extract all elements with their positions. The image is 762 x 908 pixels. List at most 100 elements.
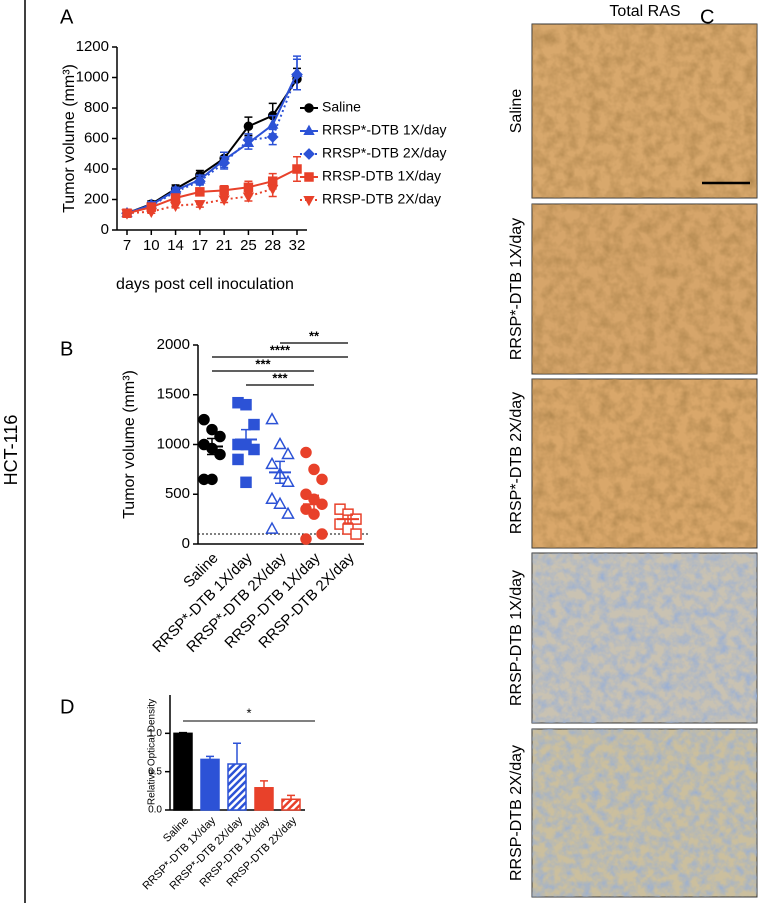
x-tick-label: 14	[167, 237, 184, 254]
data-point	[281, 506, 295, 519]
y-tick-label: 200	[84, 190, 109, 207]
significance-label: **	[309, 328, 320, 343]
y-tick-label: 0	[101, 221, 109, 238]
legend-marker	[303, 148, 315, 160]
y-tick-label: 0.5	[148, 766, 162, 777]
image-label: RRSP-DTB 1X/day	[508, 570, 525, 706]
error-bar	[287, 794, 295, 800]
data-point	[316, 473, 328, 486]
error-bar	[241, 428, 251, 451]
data-point	[206, 473, 218, 486]
error-bar	[233, 742, 241, 764]
data-point	[308, 463, 320, 476]
data-point	[198, 413, 210, 426]
y-tick-label: 800	[84, 99, 109, 116]
y-tick-label: 1000	[157, 435, 190, 452]
image-label: Saline	[508, 89, 525, 134]
x-tick-label: 32	[289, 237, 306, 254]
legend-label: RRSP*-DTB 1X/day	[322, 122, 446, 138]
data-point	[219, 185, 229, 196]
y-tick-label: 0.0	[148, 805, 162, 816]
y-tick-label: 400	[84, 160, 109, 177]
data-point	[265, 412, 279, 425]
legend-marker	[304, 103, 314, 113]
y-tick-label: 1200	[76, 38, 109, 55]
micrograph	[531, 552, 758, 724]
significance-label: *	[246, 705, 251, 720]
error-bar	[309, 494, 319, 514]
y-tick-label: 600	[84, 129, 109, 146]
panel-letter: A	[60, 6, 74, 28]
data-point	[300, 488, 312, 500]
data-point	[291, 68, 303, 81]
data-point	[194, 200, 206, 211]
legend-marker	[304, 172, 314, 182]
y-tick-label: 0	[182, 535, 190, 552]
error-bar	[207, 437, 217, 456]
error-bar	[275, 460, 285, 485]
data-point	[240, 476, 252, 489]
significance-label: ****	[270, 342, 291, 357]
data-point	[265, 491, 279, 504]
data-point	[248, 418, 260, 431]
legend-label: Saline	[322, 99, 361, 115]
legend-label: RRSP-DTB 1X/day	[322, 168, 441, 184]
legend-marker	[303, 124, 315, 135]
error-bar	[179, 731, 187, 734]
data-point	[266, 131, 279, 143]
y-tick-label: 1500	[157, 386, 190, 403]
data-point	[170, 193, 181, 203]
error-bar	[343, 514, 353, 524]
data-point	[243, 182, 254, 193]
data-point	[240, 398, 252, 411]
bar	[200, 758, 220, 811]
series-line	[126, 78, 298, 215]
error-bar	[260, 780, 268, 788]
x-tick-label: 17	[192, 237, 209, 254]
data-point	[273, 436, 287, 450]
data-point	[267, 184, 279, 196]
y-tick-label: 1000	[76, 68, 109, 85]
data-point	[206, 423, 218, 436]
bar	[254, 787, 274, 811]
data-point	[300, 533, 312, 545]
x-tick-label: 21	[216, 237, 233, 254]
data-point	[232, 453, 244, 466]
y-tick-label: 500	[165, 485, 190, 502]
data-point	[292, 164, 302, 174]
data-point	[265, 521, 279, 534]
y-tick-label: 2000	[157, 336, 190, 353]
x-axis-label: days post cell inoculation	[116, 276, 294, 293]
data-point	[218, 195, 230, 206]
data-point	[281, 474, 295, 488]
panel-c: C Total RAS Saline RRSP*-DTB 1X/day RRSP…	[508, 3, 758, 898]
x-tick-label: 10	[143, 237, 160, 254]
y-axis-label: Tumor volume (mm³)	[61, 64, 78, 213]
data-point	[273, 496, 287, 509]
data-point	[121, 209, 133, 220]
panel-letter: D	[60, 696, 74, 718]
error-bar	[206, 755, 214, 760]
data-point	[243, 121, 254, 132]
data-point	[195, 187, 205, 197]
data-point	[242, 134, 255, 146]
y-tick-label: 1.0	[148, 728, 162, 739]
legend-label: RRSP-DTB 2X/day	[322, 191, 441, 207]
x-tick-label: 25	[240, 237, 257, 254]
data-point	[242, 192, 255, 203]
data-point	[169, 201, 182, 212]
micrograph	[531, 378, 758, 549]
data-point	[281, 446, 295, 460]
data-point	[267, 118, 279, 129]
data-point	[193, 175, 206, 188]
data-point	[316, 528, 328, 540]
image-title: Total RAS	[609, 3, 680, 20]
data-point	[350, 528, 362, 540]
micrograph	[531, 728, 758, 898]
x-tick-label: 28	[264, 237, 281, 254]
bar	[227, 763, 247, 811]
significance-label: ***	[255, 356, 271, 371]
data-point	[300, 446, 312, 459]
legend-marker	[303, 196, 315, 207]
